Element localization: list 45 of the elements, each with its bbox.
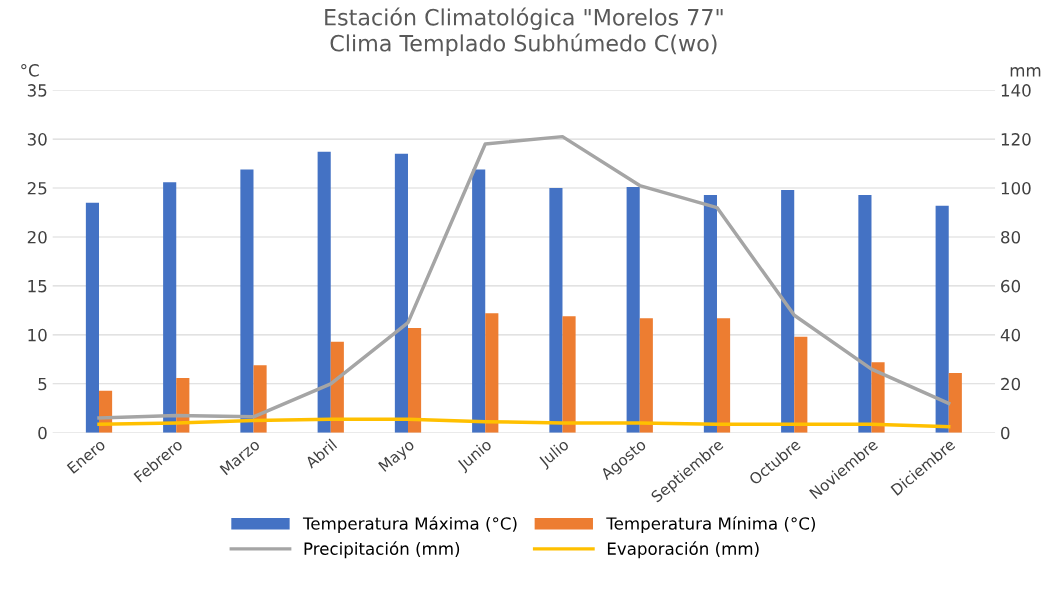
bar: [317, 151, 331, 433]
bar: [394, 153, 408, 433]
line-series: [97, 417, 951, 429]
legend-label: Precipitación (mm): [304, 541, 460, 559]
legend-label: Temperatura Mínima (°C): [606, 516, 815, 534]
legend-label: Evaporación (mm): [607, 541, 759, 559]
bar: [626, 187, 640, 433]
bar: [163, 182, 177, 433]
y-tick-label: 20: [27, 230, 47, 244]
bar: [948, 373, 962, 433]
y-tick-label: 15: [28, 280, 47, 293]
y-tick-label: 30: [27, 133, 47, 146]
bar: [858, 194, 872, 433]
bar: [407, 327, 422, 433]
y-tick-label: 25: [27, 181, 47, 195]
y2-tick-label: 80: [1001, 230, 1021, 244]
legend-label: Temperatura Máxima (°C): [302, 516, 517, 534]
bar: [935, 205, 949, 433]
bar: [716, 318, 731, 433]
y2-tick-label: 20: [1001, 377, 1021, 391]
y2-tick-label: 140: [1001, 84, 1031, 97]
bar: [639, 318, 653, 433]
bar: [485, 313, 499, 433]
bar: [562, 316, 576, 433]
y2-axis-title: mm: [1010, 67, 1041, 77]
y-axis-title: °C: [21, 64, 39, 77]
chart-title: Estación Climatológica "Morelos 77" Clima Templado Subhúmedo C(wo): [325, 7, 723, 56]
bar: [794, 336, 808, 433]
y2-tick-label: 40: [1000, 328, 1021, 342]
y-tick-label: 0: [38, 426, 47, 440]
y2-tick-label: 60: [1001, 279, 1021, 293]
y2-tick-label: 100: [1001, 181, 1031, 195]
bar: [240, 169, 254, 433]
y2-tick-label: 0: [1001, 426, 1010, 440]
y2-tick-label: 120: [1001, 133, 1031, 146]
y-tick-label: 35: [27, 84, 47, 97]
line-series: [97, 134, 951, 420]
bar: [85, 202, 99, 433]
bar: [330, 341, 344, 433]
bar: [472, 169, 486, 433]
y-tick-label: 5: [38, 377, 47, 391]
bar: [703, 194, 717, 433]
bar: [549, 188, 563, 433]
y-tick-label: 10: [28, 328, 47, 342]
bar: [781, 189, 795, 433]
